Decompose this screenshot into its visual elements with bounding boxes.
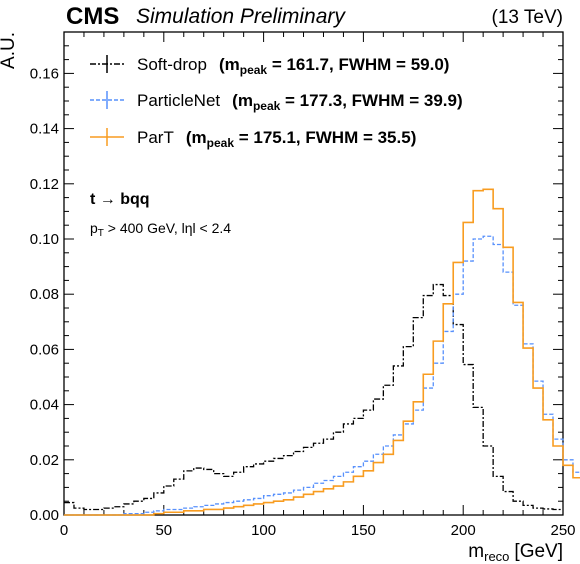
process-annotation: t → bqq	[90, 191, 150, 208]
cuts-pt-rest: > 400 GeV, lηl < 2.4	[104, 220, 231, 236]
status-label: Simulation Preliminary	[136, 5, 346, 28]
legend-entry-softdrop: Soft-drop (mpeak = 161.7, FWHM = 59.0)	[90, 55, 449, 77]
legend-peak-text-particlenet: = 177.3, FWHM = 39.9)	[280, 91, 462, 110]
y-tick-label: 0.14	[30, 121, 59, 138]
axis-tick-labels: 0 50 100 150 200 250 0.00 0.02 0.04 0.06 0.08 0.10 0…	[30, 65, 576, 539]
y-tick-label: 0.16	[30, 65, 59, 82]
x-axis-label-main: m	[468, 541, 484, 562]
legend-peak-sub-part: peak	[207, 136, 235, 150]
legend-name-part: ParT	[137, 128, 174, 147]
legend-label-part: ParT (mpeak = 175.1, FWHM = 35.5)	[137, 128, 416, 150]
legend-peak-text-softdrop: = 161.7, FWHM = 59.0)	[267, 55, 449, 74]
y-tick-label: 0.02	[30, 452, 59, 469]
plot-frame	[63, 31, 564, 516]
experiment-label: CMS	[66, 3, 119, 30]
series-layer	[64, 188, 580, 516]
legend-entry-particlenet: ParticleNet (mpeak = 177.3, FWHM = 39.9)	[90, 91, 463, 113]
x-tick-label: 0	[60, 522, 68, 539]
legend-peak-sub-particlenet: peak	[253, 99, 281, 113]
series-line-particlenet	[64, 235, 580, 516]
legend-peak-text-part: = 175.1, FWHM = 35.5)	[234, 128, 416, 147]
legend-peak-label-part: m	[192, 128, 207, 147]
x-axis-label-unit: [GeV]	[514, 541, 563, 562]
y-tick-label: 0.12	[30, 176, 59, 193]
y-tick-label: 0.00	[30, 507, 59, 524]
x-tick-label: 150	[351, 522, 376, 539]
legend-name-particlenet: ParticleNet	[137, 91, 220, 110]
series-line-part	[64, 188, 580, 516]
legend-name-softdrop: Soft-drop	[137, 55, 207, 74]
legend-entry-part: ParT (mpeak = 175.1, FWHM = 35.5)	[90, 128, 416, 150]
legend-label-softdrop: Soft-drop (mpeak = 161.7, FWHM = 59.0)	[137, 55, 449, 77]
axis-ticks	[63, 32, 564, 516]
x-axis-label-sub: reco	[484, 549, 509, 564]
legend-peak-label-particlenet: m	[238, 91, 253, 110]
energy-label: (13 TeV)	[492, 7, 563, 28]
y-axis-label: A.U.	[0, 32, 19, 69]
x-tick-label: 200	[451, 522, 476, 539]
x-tick-label: 250	[550, 522, 575, 539]
legend-label-particlenet: ParticleNet (mpeak = 177.3, FWHM = 39.9)	[137, 91, 463, 113]
cuts-annotation: pT > 400 GeV, lηl < 2.4	[90, 220, 231, 239]
y-tick-label: 0.06	[30, 341, 59, 358]
series-line-softdrop	[64, 283, 563, 511]
legend-peak-sub-softdrop: peak	[240, 63, 268, 77]
legend-peak-label-softdrop: m	[225, 55, 240, 74]
y-tick-label: 0.10	[30, 231, 59, 248]
legend: Soft-drop (mpeak = 161.7, FWHM = 59.0) Pa…	[90, 55, 463, 150]
x-tick-label: 50	[155, 522, 172, 539]
x-tick-label: 100	[251, 522, 276, 539]
cuts-pt-sub: T	[98, 228, 104, 239]
x-axis-label: mreco [GeV]	[468, 541, 563, 564]
y-tick-label: 0.04	[30, 397, 59, 414]
cuts-pt-label: p	[90, 220, 98, 236]
y-tick-label: 0.08	[30, 286, 59, 303]
